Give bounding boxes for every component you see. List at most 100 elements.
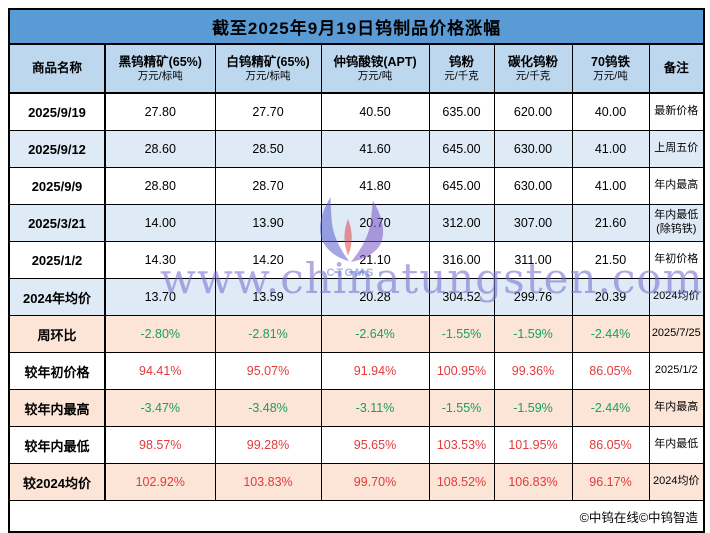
row-label: 2025/9/9 (8, 167, 106, 205)
col-header-tungsten-powder: 钨粉 元/千克 (428, 43, 495, 94)
price-cell: 635.00 (428, 92, 495, 131)
remark-cell: 年内最低(除钨铁) (648, 204, 705, 242)
price-cell: 630.00 (493, 130, 573, 168)
price-cell: 316.00 (428, 241, 495, 279)
percent-cell: 103.53% (428, 426, 495, 464)
table-row: 2025/1/2 14.30 14.20 21.10 316.00 311.00… (8, 241, 705, 279)
remark-cell: 最新价格 (648, 92, 705, 131)
col-name: 70钨铁 (591, 54, 630, 69)
remark-cell: 上周五价 (648, 130, 705, 168)
col-header-product: 商品名称 (8, 43, 106, 94)
row-label: 较年内最高 (8, 389, 106, 427)
col-unit: 万元/吨 (593, 69, 628, 82)
col-unit: 元/千克 (444, 69, 479, 82)
remark-cell: 2024均价 (648, 278, 705, 316)
percent-cell: 86.05% (571, 352, 650, 390)
percent-cell: 99.28% (214, 426, 322, 464)
percent-cell: 108.52% (428, 463, 495, 501)
table-row: 2025/9/12 28.60 28.50 41.60 645.00 630.0… (8, 130, 705, 168)
price-cell: 645.00 (428, 130, 495, 168)
table-row: 2025/9/19 27.80 27.70 40.50 635.00 620.0… (8, 92, 705, 131)
col-unit: 万元/标吨 (137, 69, 183, 82)
percent-cell: 100.95% (428, 352, 495, 390)
table-row: 较年内最高 -3.47% -3.48% -3.11% -1.55% -1.59%… (8, 389, 705, 427)
price-cell: 13.90 (214, 204, 322, 242)
percent-cell: 106.83% (493, 463, 573, 501)
row-label: 周环比 (8, 315, 106, 353)
percent-cell: 99.70% (320, 463, 430, 501)
price-cell: 28.50 (214, 130, 322, 168)
col-name: 仲钨酸铵(APT) (333, 54, 417, 69)
price-cell: 20.70 (320, 204, 430, 242)
percent-cell: 102.92% (104, 463, 216, 501)
price-cell: 13.59 (214, 278, 322, 316)
col-name: 黑钨精矿(65%) (118, 54, 202, 69)
col-header-ferrotungsten: 70钨铁 万元/吨 (571, 43, 650, 94)
price-table-sheet: 截至2025年9月19日钨制品价格涨幅 商品名称 黑钨精矿(65%) 万元/标吨 … (8, 8, 706, 533)
col-unit: 万元/标吨 (245, 69, 291, 82)
percent-cell: 95.07% (214, 352, 322, 390)
percent-cell: 98.57% (104, 426, 216, 464)
table-row: 2025/3/21 14.00 13.90 20.70 312.00 307.0… (8, 204, 705, 242)
price-cell: 21.60 (571, 204, 650, 242)
row-label: 2024年均价 (8, 278, 106, 316)
percent-cell: 96.17% (571, 463, 650, 501)
price-cell: 41.00 (571, 167, 650, 205)
price-cell: 28.70 (214, 167, 322, 205)
price-cell: 28.80 (104, 167, 216, 205)
col-name: 钨粉 (448, 54, 474, 69)
percent-cell: -1.55% (428, 315, 495, 353)
price-cell: 27.80 (104, 92, 216, 131)
remark-cell: 2024均价 (648, 463, 705, 501)
table-row: 较年内最低 98.57% 99.28% 95.65% 103.53% 101.9… (8, 426, 705, 464)
table-row: 较年初价格 94.41% 95.07% 91.94% 100.95% 99.36… (8, 352, 705, 390)
percent-cell: 99.36% (493, 352, 573, 390)
row-label: 较年初价格 (8, 352, 106, 390)
price-cell: 311.00 (493, 241, 573, 279)
remark-cell: 年内最高 (648, 167, 705, 205)
row-label: 2025/1/2 (8, 241, 106, 279)
price-cell: 20.28 (320, 278, 430, 316)
percent-cell: 95.65% (320, 426, 430, 464)
percent-cell: -3.11% (320, 389, 430, 427)
remark-cell: 年初价格 (648, 241, 705, 279)
row-label: 较年内最低 (8, 426, 106, 464)
col-unit: 万元/吨 (357, 69, 393, 82)
percent-cell: -1.59% (493, 389, 573, 427)
row-label: 2025/3/21 (8, 204, 106, 242)
col-header-wolframite: 黑钨精矿(65%) 万元/标吨 (104, 43, 216, 94)
price-cell: 630.00 (493, 167, 573, 205)
tungsten-price-table: 截至2025年9月19日钨制品价格涨幅 商品名称 黑钨精矿(65%) 万元/标吨 … (8, 8, 706, 533)
percent-cell: 94.41% (104, 352, 216, 390)
table-row: 较2024均价 102.92% 103.83% 99.70% 108.52% 1… (8, 463, 705, 501)
footer-row: ©中钨在线©中钨智造 (8, 500, 705, 533)
title-row: 截至2025年9月19日钨制品价格涨幅 (8, 8, 705, 45)
remark-cell: 2025/1/2 (648, 352, 705, 390)
col-name: 碳化钨粉 (507, 54, 558, 69)
percent-cell: -3.48% (214, 389, 322, 427)
percent-cell: -3.47% (104, 389, 216, 427)
price-cell: 645.00 (428, 167, 495, 205)
percent-cell: -2.81% (214, 315, 322, 353)
price-cell: 41.60 (320, 130, 430, 168)
page-title: 截至2025年9月19日钨制品价格涨幅 (8, 8, 705, 45)
price-cell: 307.00 (493, 204, 573, 242)
percent-cell: 91.94% (320, 352, 430, 390)
row-label: 2025/9/19 (8, 92, 106, 131)
price-cell: 299.76 (493, 278, 573, 316)
price-cell: 14.30 (104, 241, 216, 279)
price-cell: 21.50 (571, 241, 650, 279)
percent-cell: -1.55% (428, 389, 495, 427)
copyright-text: ©中钨在线©中钨智造 (8, 500, 705, 533)
price-cell: 620.00 (493, 92, 573, 131)
remark-cell: 年内最低 (648, 426, 705, 464)
price-cell: 40.00 (571, 92, 650, 131)
col-name: 白钨精矿(65%) (226, 54, 310, 69)
percent-cell: 86.05% (571, 426, 650, 464)
remark-cell: 2025/7/25 (648, 315, 705, 353)
percent-cell: -2.44% (571, 315, 650, 353)
col-header-scheelite: 白钨精矿(65%) 万元/标吨 (214, 43, 322, 94)
percent-cell: -2.44% (571, 389, 650, 427)
table-row: 周环比 -2.80% -2.81% -2.64% -1.55% -1.59% -… (8, 315, 705, 353)
row-label: 较2024均价 (8, 463, 106, 501)
